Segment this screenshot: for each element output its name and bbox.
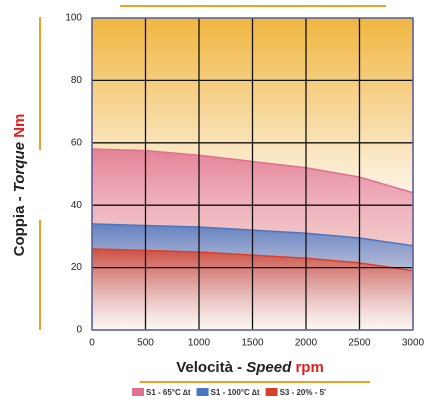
x-tick-label: 2500 — [348, 338, 371, 349]
y-label-part: Coppia - — [11, 196, 28, 256]
x-label-part: Velocità - — [176, 359, 242, 376]
x-tick-label: 0 — [89, 338, 95, 349]
y-label-part: Nm — [11, 114, 28, 138]
x-label-part: Speed — [246, 359, 292, 376]
legend-swatch — [265, 388, 278, 396]
plot-frame — [91, 17, 414, 331]
legend-swatch — [132, 388, 144, 396]
y-tick-label: 60 — [71, 137, 83, 148]
x-tick-label: 1500 — [241, 338, 264, 349]
x-tick-label: 1000 — [188, 338, 211, 349]
y-tick-label: 100 — [65, 13, 82, 24]
legend-text: S1 - 65°C ∆t — [146, 388, 191, 397]
legend-text: S1 - 100°C ∆t — [211, 388, 260, 397]
y-label-part: Torque — [11, 142, 28, 192]
x-label-part: rpm — [295, 359, 323, 376]
x-axis-title: Velocità - Speed rpm — [176, 359, 324, 376]
x-tick-label: 3000 — [402, 338, 425, 349]
x-tick-label: 500 — [137, 338, 154, 349]
x-tick-label: 2000 — [295, 338, 318, 349]
y-axis-title: Coppia - Torque Nm — [11, 114, 28, 257]
legend-text: S3 - 20% - 5' — [280, 388, 326, 397]
y-tick-label: 80 — [71, 75, 83, 86]
y-tick-label: 40 — [71, 200, 83, 211]
y-tick-label: 0 — [76, 325, 82, 336]
y-tick-label: 20 — [71, 262, 83, 273]
legend-swatch — [196, 388, 209, 396]
